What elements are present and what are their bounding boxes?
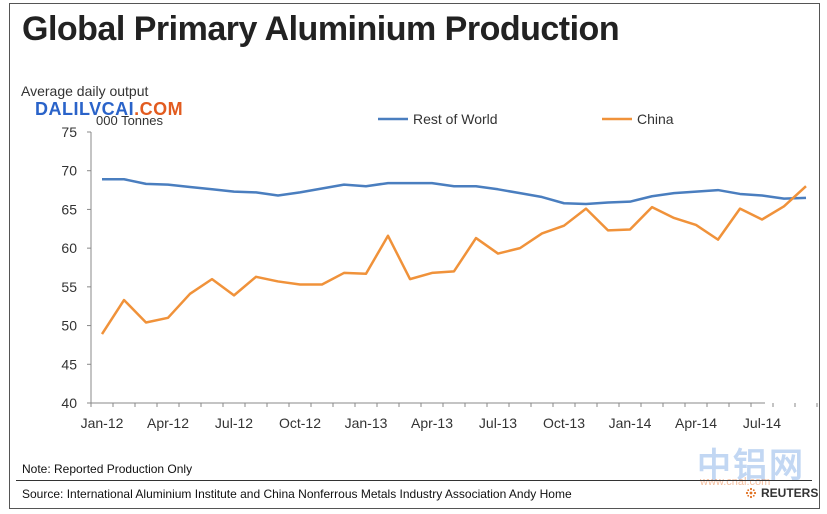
watermark-blue-text: DALILVCAI <box>35 99 135 119</box>
reuters-logo-icon <box>745 487 757 499</box>
series-line-rest-of-world <box>102 177 807 206</box>
x-tick-label: Apr-13 <box>411 415 453 431</box>
x-tick-label: Apr-12 <box>147 415 189 431</box>
y-tick-label: 75 <box>61 124 77 140</box>
watermark-cnal: www.cnal.com <box>700 476 771 488</box>
footnote: Note: Reported Production Only <box>22 462 193 476</box>
x-tick-label: Jan-14 <box>609 415 652 431</box>
footer-divider <box>16 480 812 481</box>
y-tick-label: 70 <box>61 163 77 179</box>
source-text: Source: International Aluminium Institut… <box>22 487 572 501</box>
watermark-cn: 中铝网 <box>697 446 805 486</box>
reuters-label: REUTERS <box>761 486 819 500</box>
series-line-china <box>100 185 807 335</box>
x-tick-label: Oct-12 <box>279 415 321 431</box>
y-tick-label: 40 <box>61 395 77 411</box>
y-axis-unit: 000 Tonnes <box>96 113 163 128</box>
x-tick-label: Jan-12 <box>81 415 124 431</box>
y-tick-label: 50 <box>61 318 77 334</box>
x-tick-label: Oct-13 <box>543 415 585 431</box>
y-tick-label: 45 <box>61 356 77 372</box>
chart-frame <box>9 3 820 509</box>
x-tick-label: Apr-14 <box>675 415 717 431</box>
watermark-orange-text: .COM <box>134 99 184 119</box>
legend-label: Rest of World <box>413 111 498 127</box>
legend-label: China <box>637 111 674 127</box>
x-tick-label: Jul-13 <box>479 415 517 431</box>
watermark-dalilvcai: DALILVCAI.COM <box>35 99 183 120</box>
x-tick-label: Jul-12 <box>215 415 253 431</box>
y-tick-label: 55 <box>61 279 77 295</box>
x-tick-label: Jul-14 <box>743 415 781 431</box>
y-tick-label: 65 <box>61 201 77 217</box>
y-tick-label: 60 <box>61 240 77 256</box>
reuters-brand: REUTERS <box>745 486 818 500</box>
chart-title: Global Primary Aluminium Production <box>22 10 620 48</box>
y-axis-label: Average daily output <box>21 83 149 99</box>
x-tick-label: Jan-13 <box>345 415 388 431</box>
